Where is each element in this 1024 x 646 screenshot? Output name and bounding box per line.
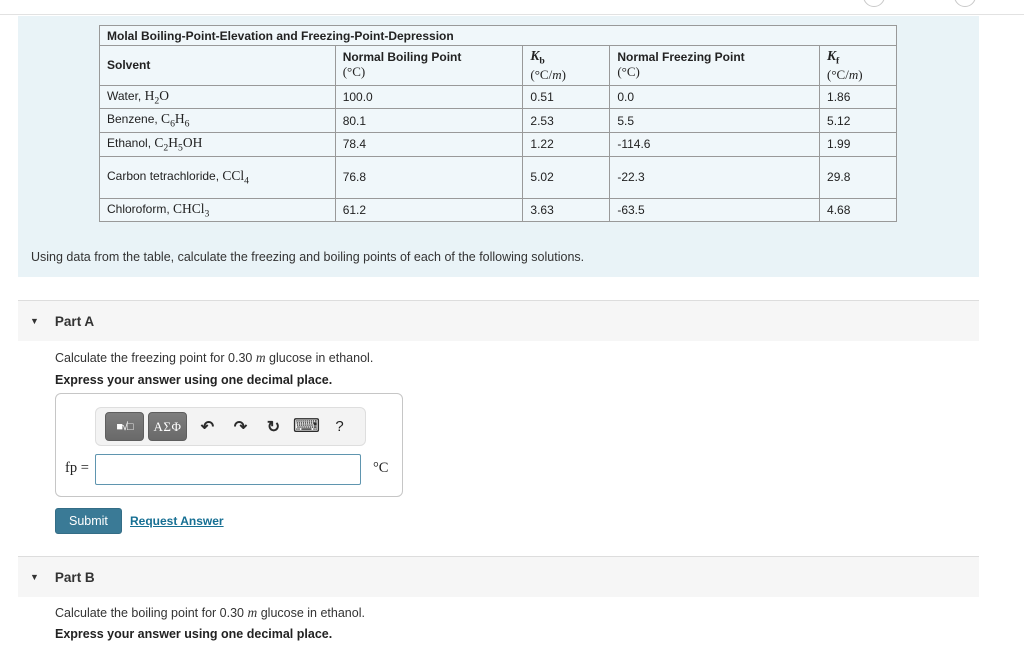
kf-value: 1.99 xyxy=(819,132,897,157)
solvent-name: Carbon tetrachloride, xyxy=(107,168,223,183)
nbp-value: 78.4 xyxy=(334,132,524,157)
collapse-triangle-icon[interactable]: ▼ xyxy=(30,572,39,582)
nfp-value: -22.3 xyxy=(609,155,821,199)
redo-icon: ↷ xyxy=(233,418,248,436)
help-icon: ? xyxy=(335,418,344,435)
solvent-name: Ethanol, xyxy=(107,136,155,151)
kb-value: 2.53 xyxy=(522,108,611,134)
intro-instruction-text: Using data from the table, calculate the… xyxy=(31,250,585,264)
chemical-formula: CHCl3 xyxy=(173,200,210,220)
equation-answer-widget: ■√□ ΑΣΦ ↶ ↷ ↻ ⌨ ? fp = °C xyxy=(55,393,403,497)
column-header-normal-boiling-point: Normal Boiling Point (°C) xyxy=(334,45,524,86)
answer-input[interactable] xyxy=(95,454,361,485)
top-bar xyxy=(0,0,1024,15)
math-templates-icon: ■√□ xyxy=(116,420,133,433)
unit-degC: (°C) xyxy=(342,64,366,80)
collapse-triangle-icon[interactable]: ▼ xyxy=(30,316,39,326)
unit-degC-per-m: (°C/m) xyxy=(827,66,863,82)
undo-button[interactable]: ↶ xyxy=(191,417,224,437)
part-b-header[interactable]: ▼ Part B xyxy=(18,556,979,597)
kb-value: 3.63 xyxy=(522,197,611,223)
solvent-name: Water, xyxy=(107,88,145,103)
nav-circle-button-2[interactable] xyxy=(954,0,976,7)
greek-symbols-button[interactable]: ΑΣΦ xyxy=(148,412,187,441)
nfp-value: -63.5 xyxy=(609,197,821,223)
solvent-name: Chloroform, xyxy=(107,201,174,216)
kf-value: 4.68 xyxy=(819,197,897,223)
table-title: Molal Boiling-Point-Elevation and Freezi… xyxy=(99,25,897,46)
column-header-kf: Kf (°C/m) xyxy=(819,45,897,86)
nav-circle-button-1[interactable] xyxy=(863,0,885,7)
table-row-chloroform: Chloroform, CHCl3 61.2 3.63 -63.5 4.68 xyxy=(99,197,897,223)
greek-symbols-label: ΑΣΦ xyxy=(153,418,182,434)
nfp-value: 5.5 xyxy=(609,108,821,134)
table-row-ethanol: Ethanol, C2H5OH 78.4 1.22 -114.6 1.99 xyxy=(99,132,897,157)
unit-degC: (°C) xyxy=(617,64,640,80)
part-b-question: Calculate the boiling point for 0.30 m g… xyxy=(55,605,365,620)
solvent-name: Benzene, xyxy=(107,112,162,127)
molality-symbol: m xyxy=(247,605,258,620)
kf-value: 1.86 xyxy=(819,84,897,110)
equation-toolbar: ■√□ ΑΣΦ ↶ ↷ ↻ ⌨ ? xyxy=(95,407,366,446)
table-row-water: Water, H2O 100.0 0.51 0.0 1.86 xyxy=(99,84,897,110)
part-a-question: Calculate the freezing point for 0.30 m … xyxy=(55,350,374,365)
math-templates-button[interactable]: ■√□ xyxy=(105,412,144,441)
nbp-value: 61.2 xyxy=(334,197,524,223)
reset-icon: ↻ xyxy=(266,418,281,436)
undo-icon: ↶ xyxy=(200,418,215,436)
kf-value: 5.12 xyxy=(819,108,897,134)
colligative-constants-table: Molal Boiling-Point-Elevation and Freezi… xyxy=(99,25,897,223)
kf-value: 29.8 xyxy=(819,155,897,199)
nbp-value: 76.8 xyxy=(334,155,524,199)
column-header-kb: Kb (°C/m) xyxy=(522,45,611,86)
chemical-formula: CCl4 xyxy=(222,167,250,187)
kb-value: 1.22 xyxy=(522,132,611,157)
answer-unit-label: °C xyxy=(373,460,389,476)
request-answer-link[interactable]: Request Answer xyxy=(130,514,224,528)
chemical-formula: H2O xyxy=(144,87,169,107)
nfp-value: 0.0 xyxy=(609,84,821,110)
part-b-instruction: Express your answer using one decimal pl… xyxy=(55,627,333,641)
part-a-title: Part A xyxy=(54,313,95,329)
help-button[interactable]: ? xyxy=(323,418,356,435)
part-a-header[interactable]: ▼ Part A xyxy=(18,300,979,341)
nfp-value: -114.6 xyxy=(609,132,821,157)
column-header-normal-freezing-point: Normal Freezing Point (°C) xyxy=(609,45,821,86)
column-header-solvent: Solvent xyxy=(99,45,336,86)
redo-button[interactable]: ↷ xyxy=(224,417,257,437)
unit-degC-per-m: (°C/m) xyxy=(530,66,566,82)
reset-button[interactable]: ↻ xyxy=(257,417,290,437)
part-b-title: Part B xyxy=(54,569,95,585)
molality-symbol: m xyxy=(255,350,266,365)
chemical-formula: C2H5OH xyxy=(154,135,203,154)
submit-button[interactable]: Submit xyxy=(55,508,122,534)
nbp-value: 80.1 xyxy=(334,108,524,134)
kb-value: 5.02 xyxy=(522,155,611,199)
chemical-formula: C6H6 xyxy=(161,111,190,131)
nbp-value: 100.0 xyxy=(334,84,524,110)
part-a-instruction: Express your answer using one decimal pl… xyxy=(55,373,333,387)
table-row-carbon-tetrachloride: Carbon tetrachloride, CCl4 76.8 5.02 -22… xyxy=(99,155,897,199)
kb-value: 0.51 xyxy=(522,84,611,110)
keyboard-shortcuts-button[interactable]: ⌨ xyxy=(290,415,323,438)
table-row-benzene: Benzene, C6H6 80.1 2.53 5.5 5.12 xyxy=(99,108,897,134)
answer-variable-label: fp = xyxy=(65,460,89,476)
keyboard-icon: ⌨ xyxy=(292,416,321,437)
problem-introduction-panel: Molal Boiling-Point-Elevation and Freezi… xyxy=(18,16,979,277)
